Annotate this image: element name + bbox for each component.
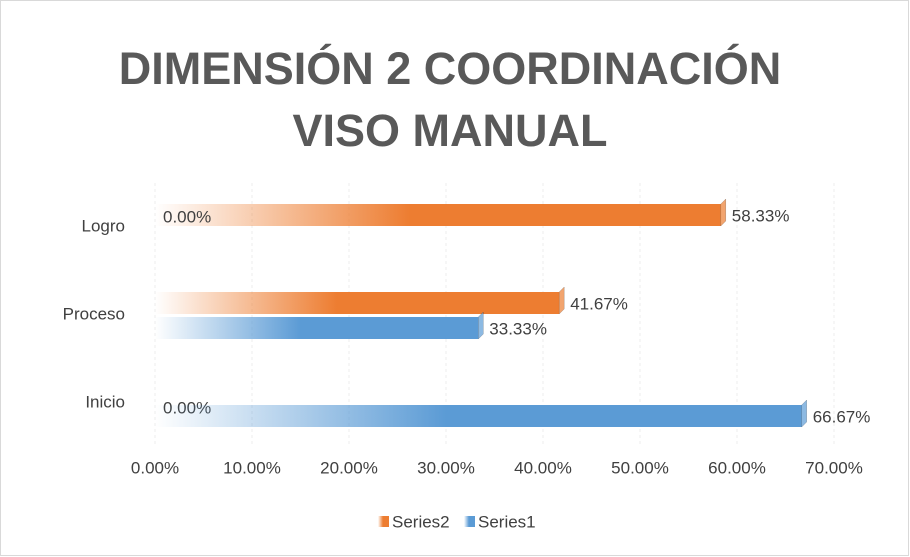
legend-swatch bbox=[383, 516, 389, 527]
bar bbox=[155, 317, 479, 339]
bar bbox=[155, 405, 802, 427]
bar-side bbox=[478, 311, 484, 340]
x-tick-label: 60.00% bbox=[708, 458, 766, 477]
data-label: 0.00% bbox=[163, 207, 211, 226]
x-tick-label: 20.00% bbox=[320, 458, 378, 477]
x-tick-label: 50.00% bbox=[611, 458, 669, 477]
x-tick-label: 0.00% bbox=[131, 458, 179, 477]
data-label: 33.33% bbox=[489, 319, 547, 338]
y-tick-label: Inicio bbox=[85, 392, 125, 411]
bar bbox=[155, 204, 721, 226]
legend-label: Series2 bbox=[392, 512, 450, 531]
bar-side bbox=[801, 399, 807, 428]
chart-title: DIMENSIÓN 2 COORDINACIÓN VISO MANUAL bbox=[118, 43, 782, 156]
legend-swatch bbox=[469, 516, 475, 527]
y-tick-label: Proceso bbox=[63, 304, 125, 323]
y-tick-label: Logro bbox=[82, 216, 125, 235]
x-tick-label: 70.00% bbox=[805, 458, 863, 477]
bar-side bbox=[720, 198, 727, 227]
bar bbox=[155, 292, 560, 314]
x-tick-label: 10.00% bbox=[223, 458, 281, 477]
data-label: 66.67% bbox=[813, 407, 871, 426]
legend-label: Series1 bbox=[478, 512, 536, 531]
x-tick-label: 40.00% bbox=[514, 458, 572, 477]
bar-side bbox=[558, 286, 565, 315]
data-label: 58.33% bbox=[732, 206, 790, 225]
x-tick-label: 30.00% bbox=[417, 458, 475, 477]
data-label: 41.67% bbox=[570, 294, 628, 313]
